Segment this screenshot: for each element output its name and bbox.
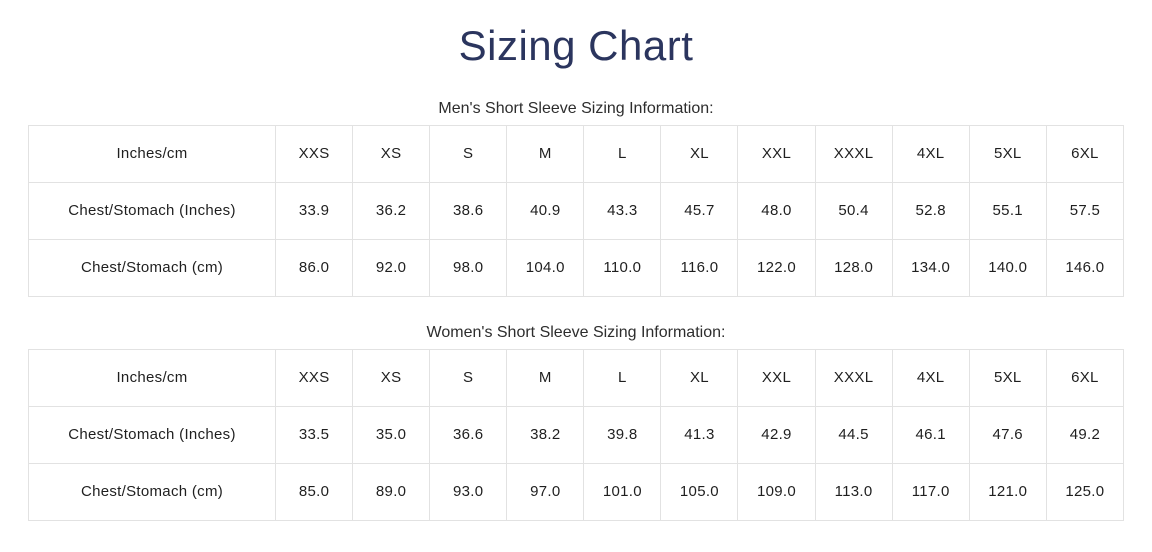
- table-row: Chest/Stomach (cm) 86.0 92.0 98.0 104.0 110.0…: [28, 238, 1125, 297]
- size-column-header: XXS: [274, 124, 354, 183]
- mens-sizing-section: Men's Short Sleeve Sizing Information: I…: [0, 99, 1152, 297]
- size-value-cell: 38.6: [429, 181, 508, 240]
- size-value-cell: 52.8: [891, 181, 970, 240]
- size-value-cell: 113.0: [814, 462, 893, 521]
- row-label: Chest/Stomach (Inches): [28, 181, 276, 240]
- size-value-cell: 41.3: [660, 405, 739, 464]
- womens-sizing-section: Women's Short Sleeve Sizing Information:…: [0, 323, 1152, 521]
- size-value-cell: 47.6: [968, 405, 1047, 464]
- page-title: Sizing Chart: [458, 22, 694, 69]
- size-column-header: XXXL: [814, 124, 893, 183]
- size-value-cell: 125.0: [1045, 462, 1125, 521]
- size-column-header: 6XL: [1045, 124, 1125, 183]
- size-column-header: L: [583, 124, 662, 183]
- size-value-cell: 33.9: [274, 181, 354, 240]
- size-value-cell: 92.0: [352, 238, 431, 297]
- size-value-cell: 134.0: [891, 238, 970, 297]
- header-row: Inches/cm XXS XS S M L XL XXL XXXL 4XL 5XL 6XL: [28, 124, 1125, 183]
- size-column-header: 5XL: [968, 348, 1047, 407]
- size-column-header: S: [429, 124, 508, 183]
- table-row: Chest/Stomach (Inches) 33.5 35.0 36.6 38.2 39…: [28, 405, 1125, 464]
- size-column-header: XXXL: [814, 348, 893, 407]
- size-column-header: XL: [660, 348, 739, 407]
- size-column-header: 4XL: [891, 124, 970, 183]
- table-row: Chest/Stomach (Inches) 33.9 36.2 38.6 40.9 43…: [28, 181, 1125, 240]
- row-label: Chest/Stomach (Inches): [28, 405, 276, 464]
- size-value-cell: 109.0: [737, 462, 816, 521]
- row-label: Chest/Stomach (cm): [28, 462, 276, 521]
- table-row: Chest/Stomach (cm) 85.0 89.0 93.0 97.0 101.0 1…: [28, 462, 1125, 521]
- size-column-header: XS: [352, 124, 431, 183]
- size-value-cell: 122.0: [737, 238, 816, 297]
- size-value-cell: 36.6: [429, 405, 508, 464]
- unit-column-header: Inches/cm: [28, 348, 276, 407]
- size-value-cell: 105.0: [660, 462, 739, 521]
- mens-sizing-table: Inches/cm XXS XS S M L XL XXL XXXL 4XL 5XL 6XL Chest…: [28, 124, 1125, 297]
- size-column-header: XS: [352, 348, 431, 407]
- size-column-header: 4XL: [891, 348, 970, 407]
- size-value-cell: 35.0: [352, 405, 431, 464]
- size-column-header: XXS: [274, 348, 354, 407]
- size-value-cell: 140.0: [968, 238, 1047, 297]
- row-label: Chest/Stomach (cm): [28, 238, 276, 297]
- size-column-header: 5XL: [968, 124, 1047, 183]
- size-value-cell: 44.5: [814, 405, 893, 464]
- size-column-header: M: [506, 348, 585, 407]
- size-value-cell: 40.9: [506, 181, 585, 240]
- size-value-cell: 33.5: [274, 405, 354, 464]
- size-value-cell: 110.0: [583, 238, 662, 297]
- womens-sizing-table: Inches/cm XXS XS S M L XL XXL XXXL 4XL 5XL 6XL Chest…: [28, 348, 1125, 521]
- size-column-header: M: [506, 124, 585, 183]
- size-value-cell: 146.0: [1045, 238, 1125, 297]
- size-value-cell: 42.9: [737, 405, 816, 464]
- mens-sizing-caption: Men's Short Sleeve Sizing Information:: [438, 99, 714, 117]
- size-value-cell: 57.5: [1045, 181, 1125, 240]
- unit-column-header: Inches/cm: [28, 124, 276, 183]
- size-value-cell: 86.0: [274, 238, 354, 297]
- size-column-header: L: [583, 348, 662, 407]
- size-value-cell: 128.0: [814, 238, 893, 297]
- size-value-cell: 39.8: [583, 405, 662, 464]
- size-value-cell: 116.0: [660, 238, 739, 297]
- header-row: Inches/cm XXS XS S M L XL XXL XXXL 4XL 5XL 6XL: [28, 348, 1125, 407]
- size-column-header: XXL: [737, 348, 816, 407]
- size-value-cell: 38.2: [506, 405, 585, 464]
- womens-sizing-caption: Women's Short Sleeve Sizing Information:: [426, 323, 726, 341]
- size-value-cell: 97.0: [506, 462, 585, 521]
- size-value-cell: 121.0: [968, 462, 1047, 521]
- size-value-cell: 101.0: [583, 462, 662, 521]
- size-value-cell: 85.0: [274, 462, 354, 521]
- size-value-cell: 49.2: [1045, 405, 1125, 464]
- size-value-cell: 43.3: [583, 181, 662, 240]
- size-value-cell: 36.2: [352, 181, 431, 240]
- size-value-cell: 50.4: [814, 181, 893, 240]
- size-column-header: S: [429, 348, 508, 407]
- size-column-header: 6XL: [1045, 348, 1125, 407]
- size-value-cell: 104.0: [506, 238, 585, 297]
- size-value-cell: 98.0: [429, 238, 508, 297]
- size-column-header: XXL: [737, 124, 816, 183]
- size-value-cell: 55.1: [968, 181, 1047, 240]
- size-value-cell: 89.0: [352, 462, 431, 521]
- size-value-cell: 117.0: [891, 462, 970, 521]
- size-column-header: XL: [660, 124, 739, 183]
- size-value-cell: 93.0: [429, 462, 508, 521]
- size-value-cell: 45.7: [660, 181, 739, 240]
- size-value-cell: 48.0: [737, 181, 816, 240]
- size-value-cell: 46.1: [891, 405, 970, 464]
